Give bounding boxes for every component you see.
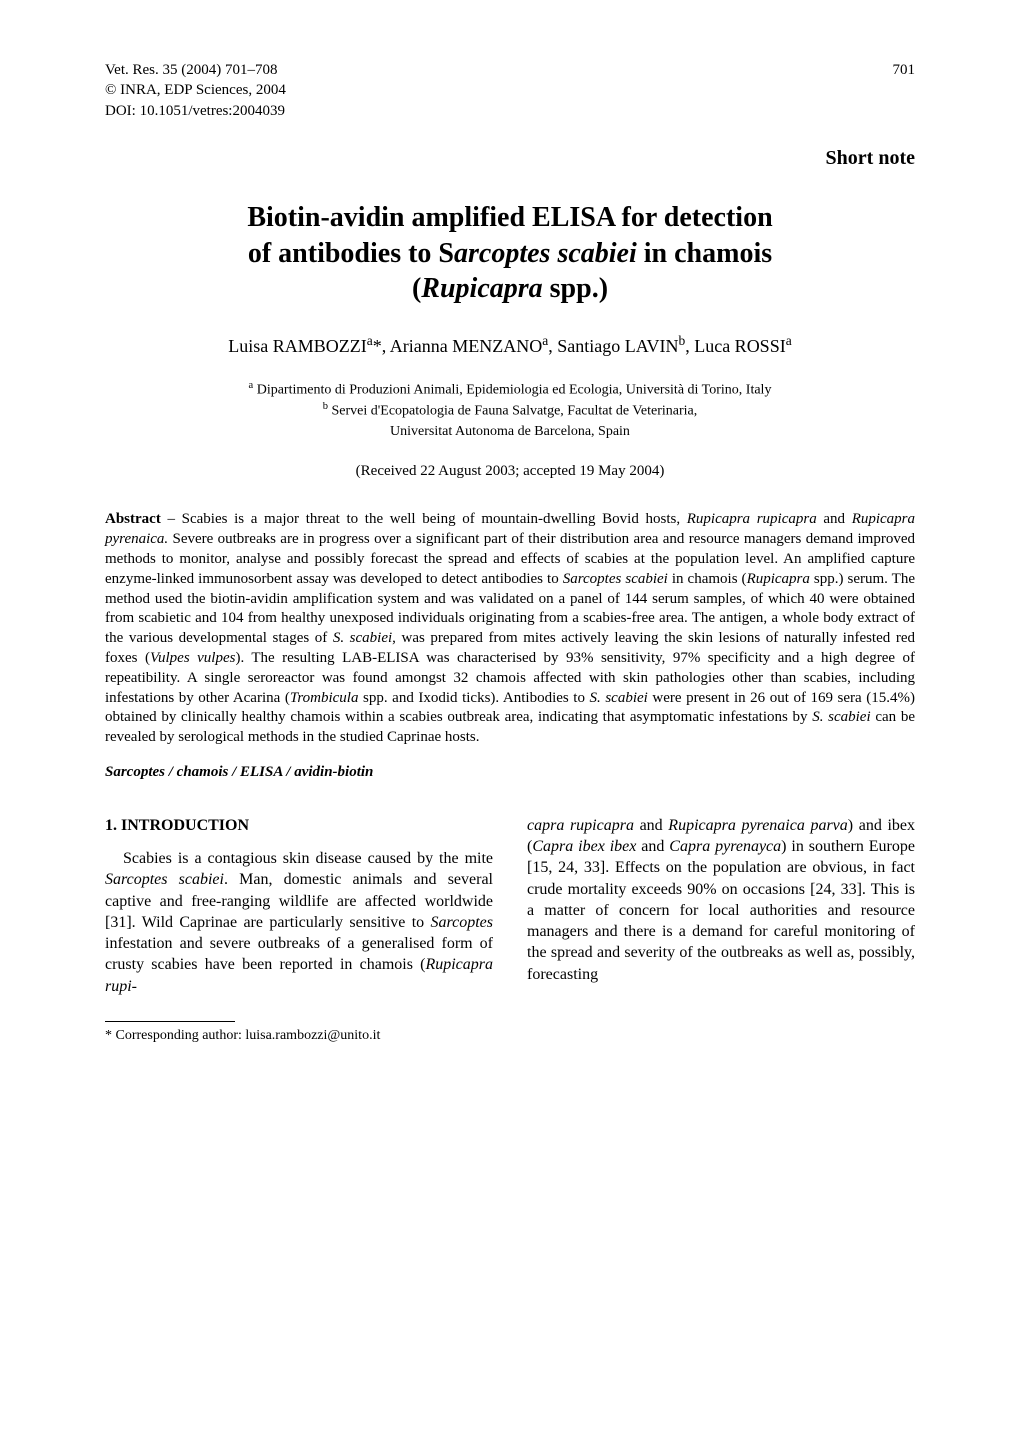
title-line: of antibodies to Sarcoptes scabiei in ch…	[248, 238, 772, 269]
affiliation-text: Servei d'Ecopatologia de Fauna Salvatge,…	[332, 404, 698, 419]
intro-heading: 1. INTRODUCTION	[105, 815, 493, 836]
affiliation-b2: Universitat Autonoma de Barcelona, Spain	[105, 422, 915, 442]
affiliation-b: b Servei d'Ecopatologia de Fauna Salvatg…	[105, 400, 915, 421]
page-number: 701	[893, 60, 916, 80]
section-label: Short note	[105, 147, 915, 170]
journal-line: Vet. Res. 35 (2004) 701–708	[105, 60, 286, 80]
title-line: (Rupicapra spp.)	[412, 273, 608, 304]
keywords: Sarcoptes / chamois / ELISA / avidin-bio…	[105, 764, 915, 781]
intro-paragraph-cont: capra rupicapra and Rupicapra pyrenaica …	[527, 815, 915, 985]
affiliation-a: a Dipartimento di Produzioni Animali, Ep…	[105, 379, 915, 400]
corresponding-author-footnote: * Corresponding author: luisa.rambozzi@u…	[105, 1028, 915, 1044]
column-right: capra rupicapra and Rupicapra pyrenaica …	[527, 815, 915, 997]
authors: Luisa RAMBOZZIa*, Arianna MENZANOa, Sant…	[105, 333, 915, 357]
footnote-rule	[105, 1021, 235, 1022]
received-line: (Received 22 August 2003; accepted 19 Ma…	[105, 463, 915, 480]
body-columns: 1. INTRODUCTION Scabies is a contagious …	[105, 815, 915, 997]
article-title: Biotin-avidin amplified ELISA for detect…	[140, 200, 880, 307]
abstract-label: Abstract	[105, 511, 161, 527]
affiliation-text: Dipartimento di Produzioni Animali, Epid…	[257, 383, 772, 398]
title-line: Biotin-avidin amplified ELISA for detect…	[247, 202, 772, 233]
journal-block: Vet. Res. 35 (2004) 701–708 © INRA, EDP …	[105, 60, 286, 121]
column-left: 1. INTRODUCTION Scabies is a contagious …	[105, 815, 493, 997]
journal-line: © INRA, EDP Sciences, 2004	[105, 80, 286, 100]
abstract-body: – Scabies is a major threat to the well …	[105, 511, 915, 745]
page: Vet. Res. 35 (2004) 701–708 © INRA, EDP …	[0, 0, 1020, 1450]
header-row: Vet. Res. 35 (2004) 701–708 © INRA, EDP …	[105, 60, 915, 121]
journal-line: DOI: 10.1051/vetres:2004039	[105, 101, 286, 121]
abstract: Abstract – Scabies is a major threat to …	[105, 510, 915, 748]
intro-paragraph: Scabies is a contagious skin disease cau…	[105, 848, 493, 997]
affiliations: a Dipartimento di Produzioni Animali, Ep…	[105, 379, 915, 441]
